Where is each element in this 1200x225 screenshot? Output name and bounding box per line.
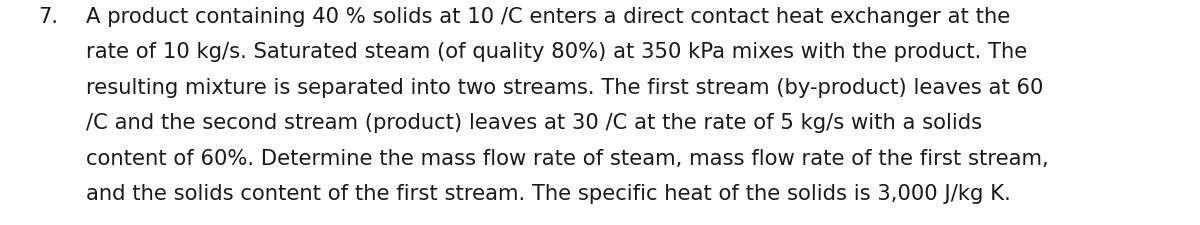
Text: and the solids content of the first stream. The specific heat of the solids is 3: and the solids content of the first stre… [86, 184, 1012, 205]
Text: /C and the second stream (product) leaves at 30 /C at the rate of 5 kg/s with a : /C and the second stream (product) leave… [86, 113, 983, 133]
Text: resulting mixture is separated into two streams. The first stream (by-product) l: resulting mixture is separated into two … [86, 78, 1044, 98]
Text: A product containing 40 % solids at 10 /C enters a direct contact heat exchanger: A product containing 40 % solids at 10 /… [86, 7, 1010, 27]
Text: rate of 10 kg/s. Saturated steam (of quality 80%) at 350 kPa mixes with the prod: rate of 10 kg/s. Saturated steam (of qua… [86, 42, 1027, 62]
Text: content of 60%. Determine the mass flow rate of steam, mass flow rate of the fir: content of 60%. Determine the mass flow … [86, 149, 1049, 169]
Text: 7.: 7. [38, 7, 59, 27]
